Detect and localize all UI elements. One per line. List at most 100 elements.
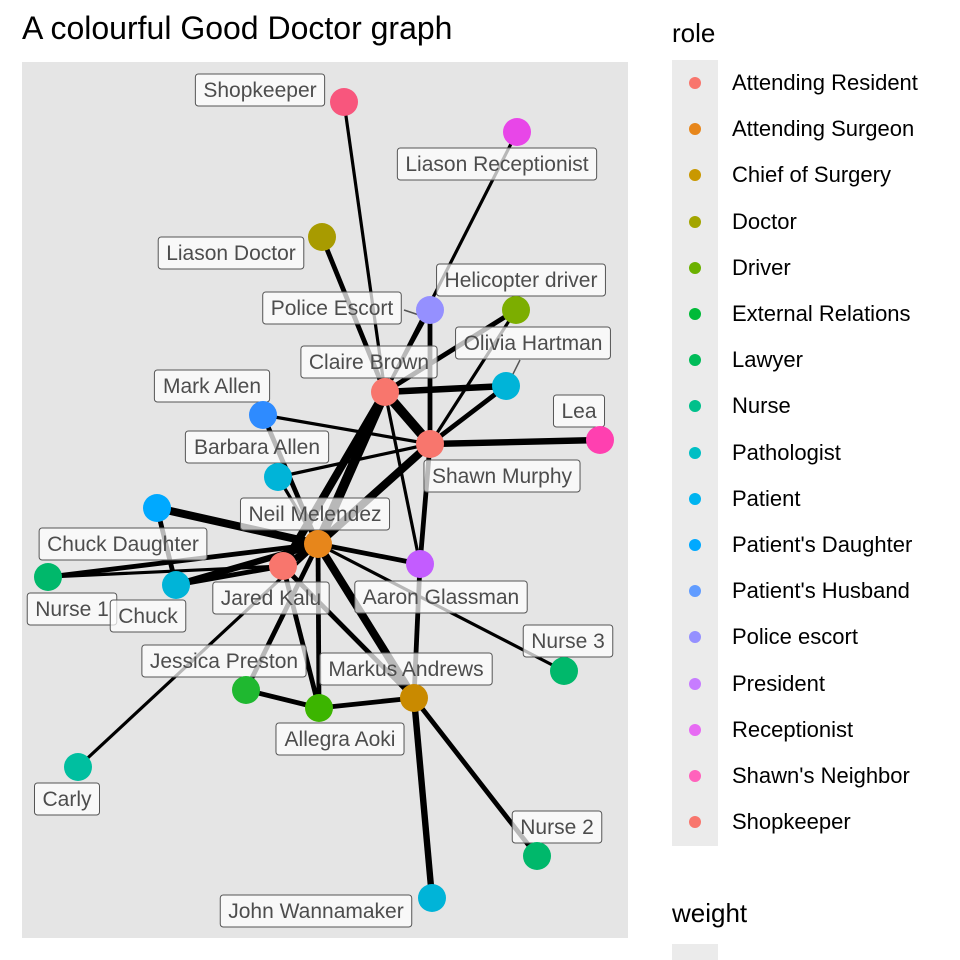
node-label-nurse-3: Nurse 3 bbox=[522, 624, 614, 658]
node-label-box bbox=[511, 810, 603, 844]
node-label-box bbox=[38, 527, 208, 561]
legend-weight-key-background bbox=[672, 944, 718, 960]
node-label-box bbox=[319, 652, 493, 686]
node-police-escort bbox=[416, 296, 444, 324]
node-label-box bbox=[33, 782, 101, 816]
node-label-lea: Lea bbox=[552, 394, 606, 428]
legend-role-title: role bbox=[672, 18, 716, 48]
legend-key-dot bbox=[689, 816, 701, 829]
legend-key-dot bbox=[689, 539, 701, 551]
node-label-text: Claire Brown bbox=[309, 351, 429, 374]
node-label-box bbox=[157, 236, 305, 270]
legend-item-label: Patient's Husband bbox=[732, 578, 910, 604]
legend-weight-title: weight bbox=[672, 898, 748, 928]
node-label-jessica-preston: Jessica Preston bbox=[141, 644, 307, 678]
legend-item-label: Police escort bbox=[732, 624, 858, 650]
legend-key-dot bbox=[689, 677, 701, 690]
legend-item-attending-resident: Attending Resident bbox=[672, 60, 960, 106]
node-label-text: Jared Kalu bbox=[221, 587, 321, 610]
legend-item-patient-s-daughter: Patient's Daughter bbox=[672, 522, 960, 568]
node-label-text: Nurse 3 bbox=[531, 630, 605, 653]
node-label-chuck: Chuck bbox=[109, 599, 187, 633]
node-label-box bbox=[109, 599, 187, 633]
node-label-aaron-glassman: Aaron Glassman bbox=[354, 580, 528, 614]
node-carly bbox=[64, 753, 92, 781]
node-label-box bbox=[239, 497, 391, 531]
edge-neil-melendez-allegra-aoki bbox=[315, 543, 322, 709]
node-label-nurse-2: Nurse 2 bbox=[511, 810, 603, 844]
node-helicopter-driver bbox=[502, 296, 530, 324]
legend-item-label: Nurse bbox=[732, 393, 791, 419]
edge-olivia-hartman-shawn-murphy bbox=[428, 384, 508, 446]
node-lea bbox=[586, 426, 614, 454]
node-olivia-hartman bbox=[492, 372, 520, 400]
legend-key-dot bbox=[689, 215, 701, 228]
legend-key-dot bbox=[689, 631, 701, 644]
node-label-box bbox=[354, 580, 528, 614]
node-label-olivia-hartman: Olivia Hartman bbox=[455, 326, 611, 385]
edge-olivia-hartman-claire-brown bbox=[384, 382, 507, 396]
legend-item-pathologist: Pathologist bbox=[672, 430, 960, 476]
node-shopkeeper bbox=[330, 88, 358, 116]
node-label-box bbox=[184, 430, 330, 464]
node-label-box bbox=[141, 644, 307, 678]
node-label-text: Liason Doctor bbox=[166, 242, 296, 265]
legend-key-dot bbox=[689, 261, 701, 274]
chart-title: A colourful Good Doctor graph bbox=[22, 10, 453, 46]
node-label-liason-doctor: Liason Doctor bbox=[157, 236, 305, 270]
node-label-police-escort: Police Escort bbox=[262, 291, 429, 325]
node-jessica-preston bbox=[232, 676, 260, 704]
legend-item-label: Receptionist bbox=[732, 716, 854, 742]
node-barbara-allen bbox=[264, 463, 292, 491]
node-allegra-aoki bbox=[305, 694, 333, 722]
node-label-text: Markus Andrews bbox=[328, 658, 483, 681]
node-label-claire-brown: Claire Brown bbox=[300, 345, 438, 379]
node-label-shopkeeper: Shopkeeper bbox=[194, 73, 326, 107]
legend-item-president: President bbox=[672, 661, 960, 707]
node-label-chuck-daughter: Chuck Daughter bbox=[38, 527, 208, 561]
node-nurse-3 bbox=[550, 657, 578, 685]
legend-item-label: Shawn's Neighbor bbox=[732, 763, 910, 788]
legend-item-label: Attending Surgeon bbox=[732, 116, 915, 142]
legend-item-label: External Relations bbox=[732, 301, 911, 326]
edge-chuck-neil-melendez bbox=[175, 540, 319, 589]
node-label-text: Jessica Preston bbox=[150, 650, 298, 673]
node-liason-doctor bbox=[308, 223, 336, 251]
node-label-text: Mark Allen bbox=[163, 375, 261, 398]
legend-item-police-escort: Police escort bbox=[672, 614, 960, 660]
node-label-text: Shawn Murphy bbox=[432, 465, 573, 488]
node-label-text: Nurse 1 bbox=[35, 598, 109, 621]
edge-shopkeeper-claire-brown bbox=[342, 101, 387, 393]
edge-chuck-daughter-neil-melendez bbox=[156, 504, 319, 548]
node-label-text: Nurse 2 bbox=[520, 816, 594, 839]
legend-key-dot bbox=[689, 123, 701, 136]
legend-item-label: Doctor bbox=[732, 208, 797, 234]
node-label-nurse-1: Nurse 1 bbox=[26, 592, 118, 626]
node-john-wannamaker bbox=[418, 884, 446, 912]
node-label-box bbox=[552, 394, 606, 428]
node-jared-kalu bbox=[269, 552, 297, 580]
node-label-jared-kalu: Jared Kalu bbox=[212, 581, 330, 615]
node-label-text: Lea bbox=[561, 400, 596, 423]
node-label-box bbox=[300, 345, 438, 379]
legend-item-label: Patient's Daughter bbox=[732, 532, 913, 557]
legend-item-shopkeeper: Shopkeeper bbox=[672, 799, 960, 845]
node-shawn-murphy bbox=[416, 430, 444, 458]
legend-item-nurse: Nurse bbox=[672, 383, 960, 429]
legend-key-dot bbox=[689, 308, 701, 320]
node-nurse-2 bbox=[523, 842, 551, 870]
node-markus-andrews bbox=[400, 684, 428, 712]
legend-item-label: President bbox=[732, 670, 825, 696]
node-label-text: Barbara Allen bbox=[194, 436, 320, 459]
node-label-text: Police Escort bbox=[271, 297, 394, 320]
legend-key-dot bbox=[689, 585, 701, 598]
legend-key-dot bbox=[689, 354, 701, 367]
node-label-text: Chuck Daughter bbox=[47, 533, 199, 556]
edge-shawn-murphy-barbara-allen bbox=[277, 442, 431, 479]
edge-claire-brown-aaron-glassman bbox=[383, 391, 422, 565]
legend-item-chief-of-surgery: Chief of Surgery bbox=[672, 152, 960, 198]
node-label-helicopter-driver: Helicopter driver bbox=[436, 263, 606, 297]
node-label-mark-allen: Mark Allen bbox=[153, 369, 271, 403]
node-nurse-1 bbox=[34, 563, 62, 591]
